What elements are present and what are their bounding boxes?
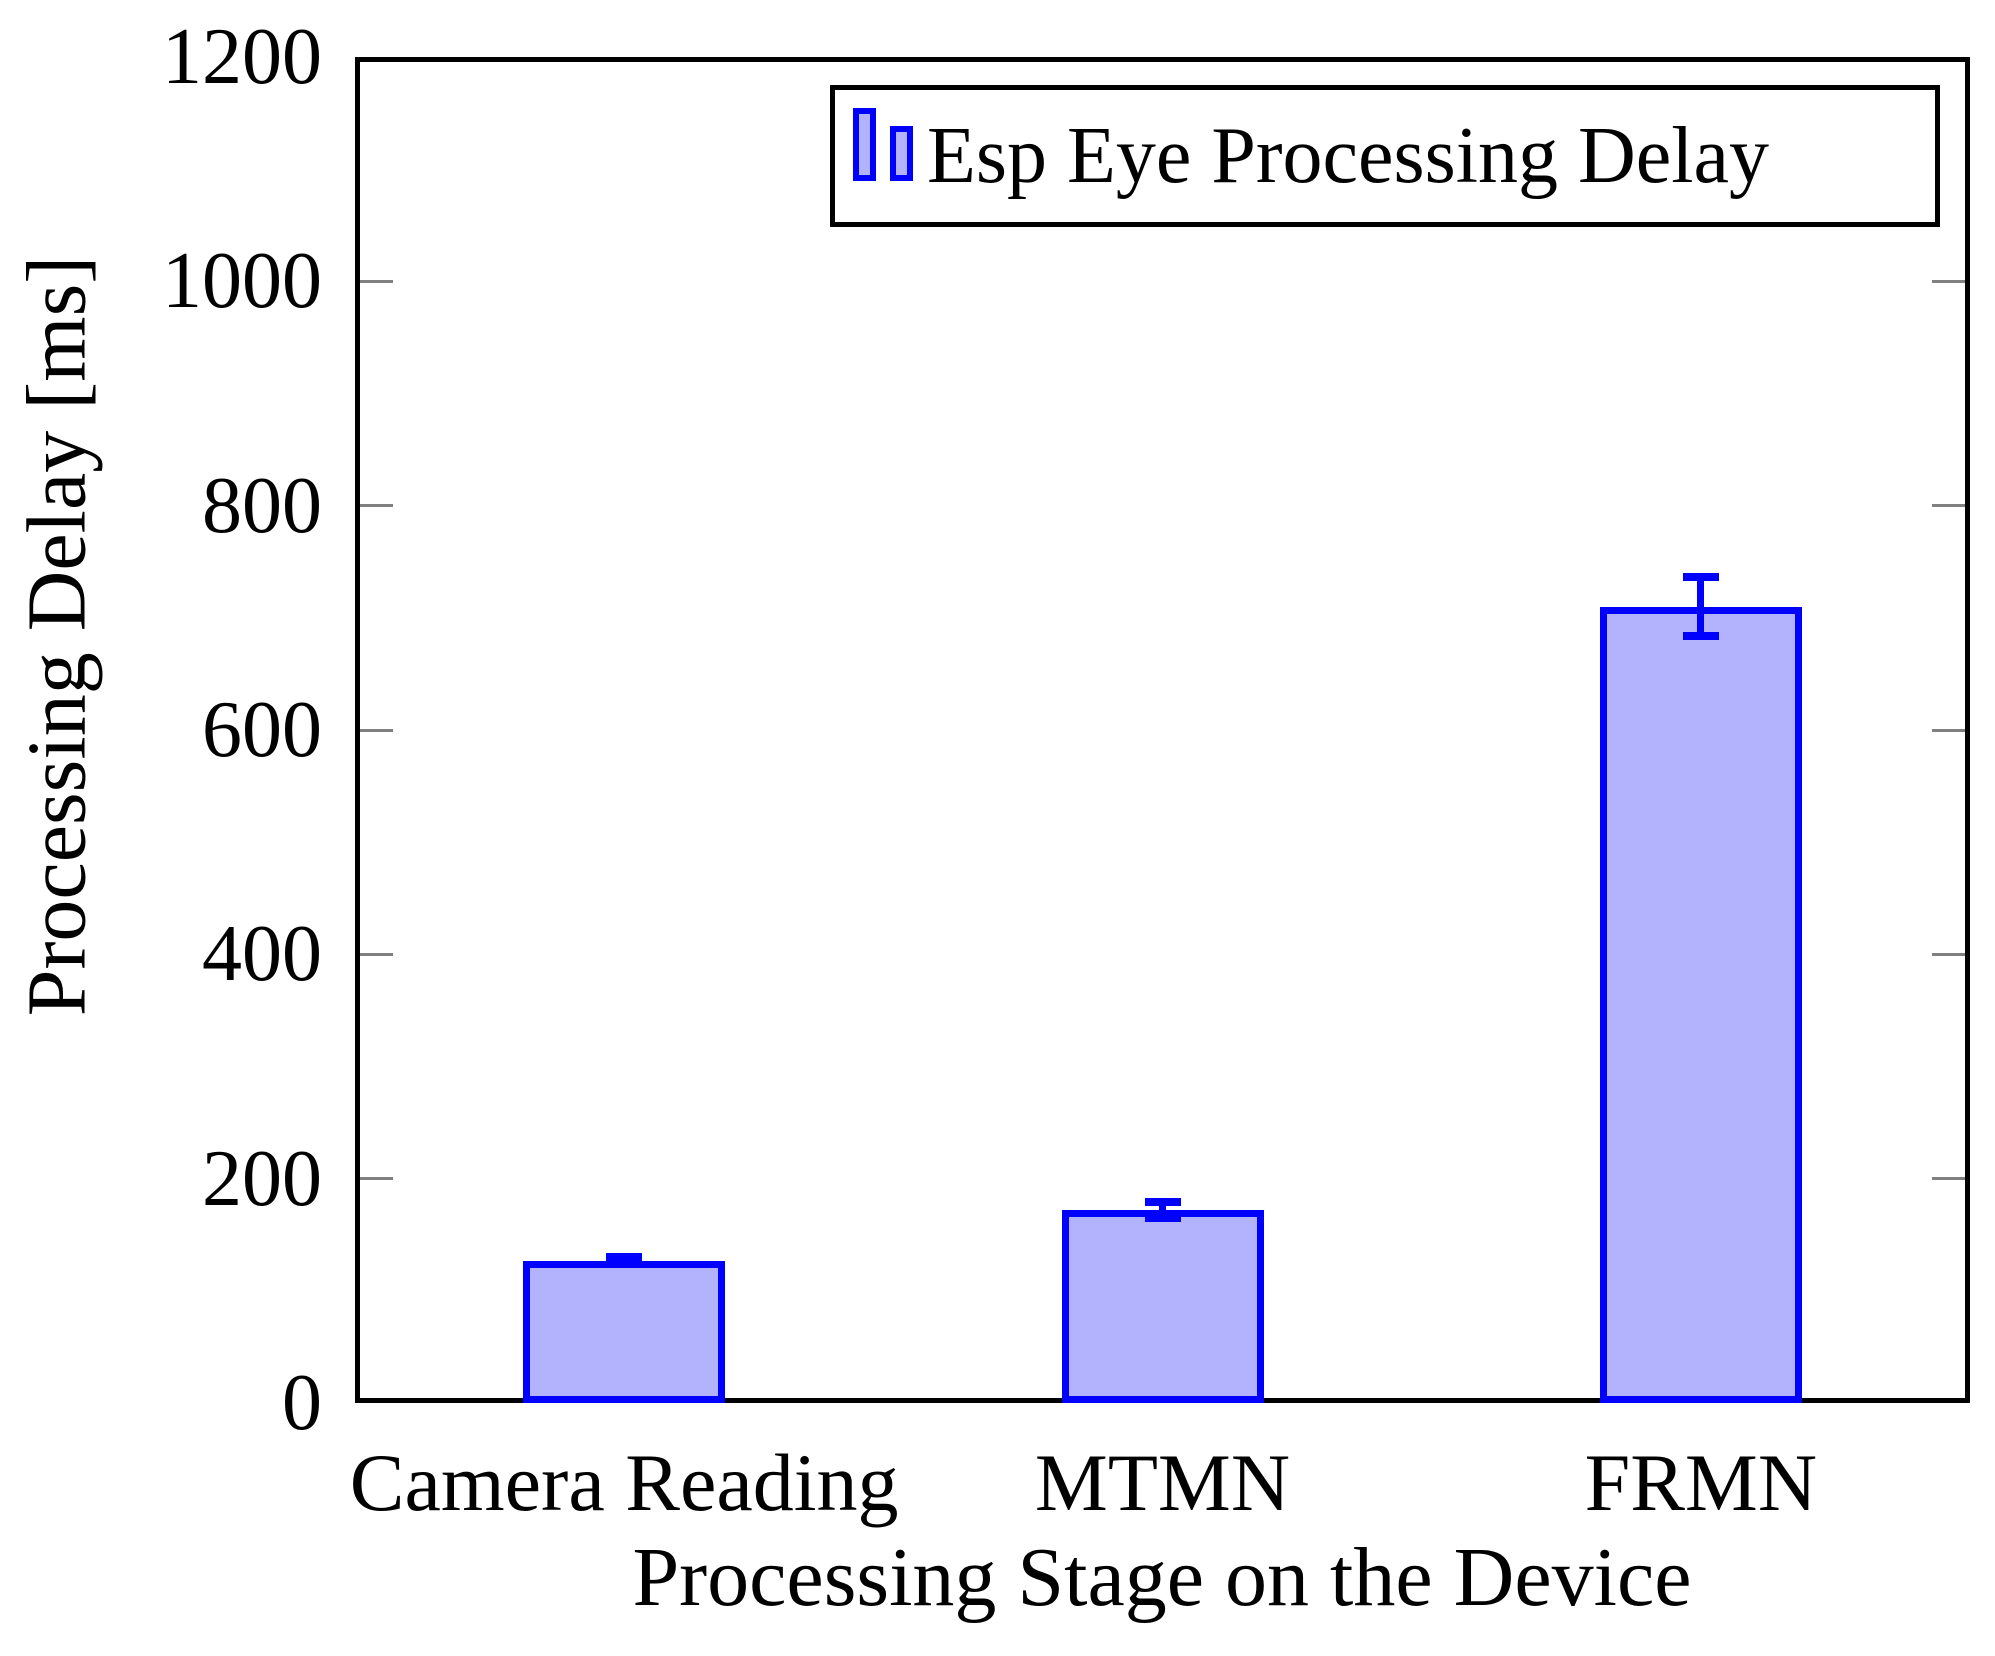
legend-label: Esp Eye Processing Delay	[927, 112, 1770, 200]
y-axis-tick-label: 0	[282, 1359, 322, 1447]
bar	[1599, 606, 1802, 1403]
y-axis-label: Processing Delay [ms]	[10, 255, 104, 1017]
error-bar-cap	[1682, 631, 1719, 640]
y-axis-tick-label: 200	[202, 1134, 322, 1223]
y-axis-tick-right	[1932, 504, 1965, 508]
error-bar-cap	[1144, 1213, 1181, 1222]
error-bar-cap	[1144, 1198, 1181, 1207]
y-axis-tick-left	[360, 1177, 393, 1181]
y-axis-tick-left	[360, 952, 393, 956]
error-bar-cap	[606, 1253, 643, 1262]
bar-series-icon	[890, 126, 913, 181]
x-axis-category-label: MTMN	[1034, 1437, 1291, 1528]
y-axis-tick-label: 1200	[162, 13, 322, 101]
bar-series-icon	[853, 108, 876, 181]
x-axis-category-label: FRMN	[1584, 1437, 1818, 1528]
y-axis-tick-label: 1000	[162, 237, 322, 326]
bar	[523, 1260, 726, 1403]
y-axis-tick-right	[1932, 952, 1965, 956]
y-axis-tick-right	[1932, 728, 1965, 732]
bar	[1061, 1210, 1264, 1403]
error-bar-cap	[1682, 573, 1719, 582]
y-axis-tick-right	[1932, 1177, 1965, 1181]
y-axis-tick-label: 800	[202, 461, 322, 550]
y-axis-tick-right	[1932, 279, 1965, 283]
error-bar	[1159, 1202, 1166, 1218]
error-bar	[1697, 577, 1705, 636]
y-axis-tick-label: 600	[202, 686, 322, 774]
y-axis-tick-left	[360, 504, 393, 508]
y-axis-tick-left	[360, 279, 393, 283]
y-axis-tick-left	[360, 728, 393, 732]
y-axis-tick-label: 400	[202, 910, 322, 999]
x-axis-label: Processing Stage on the Device	[632, 1531, 1692, 1624]
x-axis-category-label: Camera Reading	[349, 1437, 899, 1528]
error-bar-cap	[606, 1259, 643, 1268]
legend: Esp Eye Processing Delay	[830, 85, 1940, 227]
